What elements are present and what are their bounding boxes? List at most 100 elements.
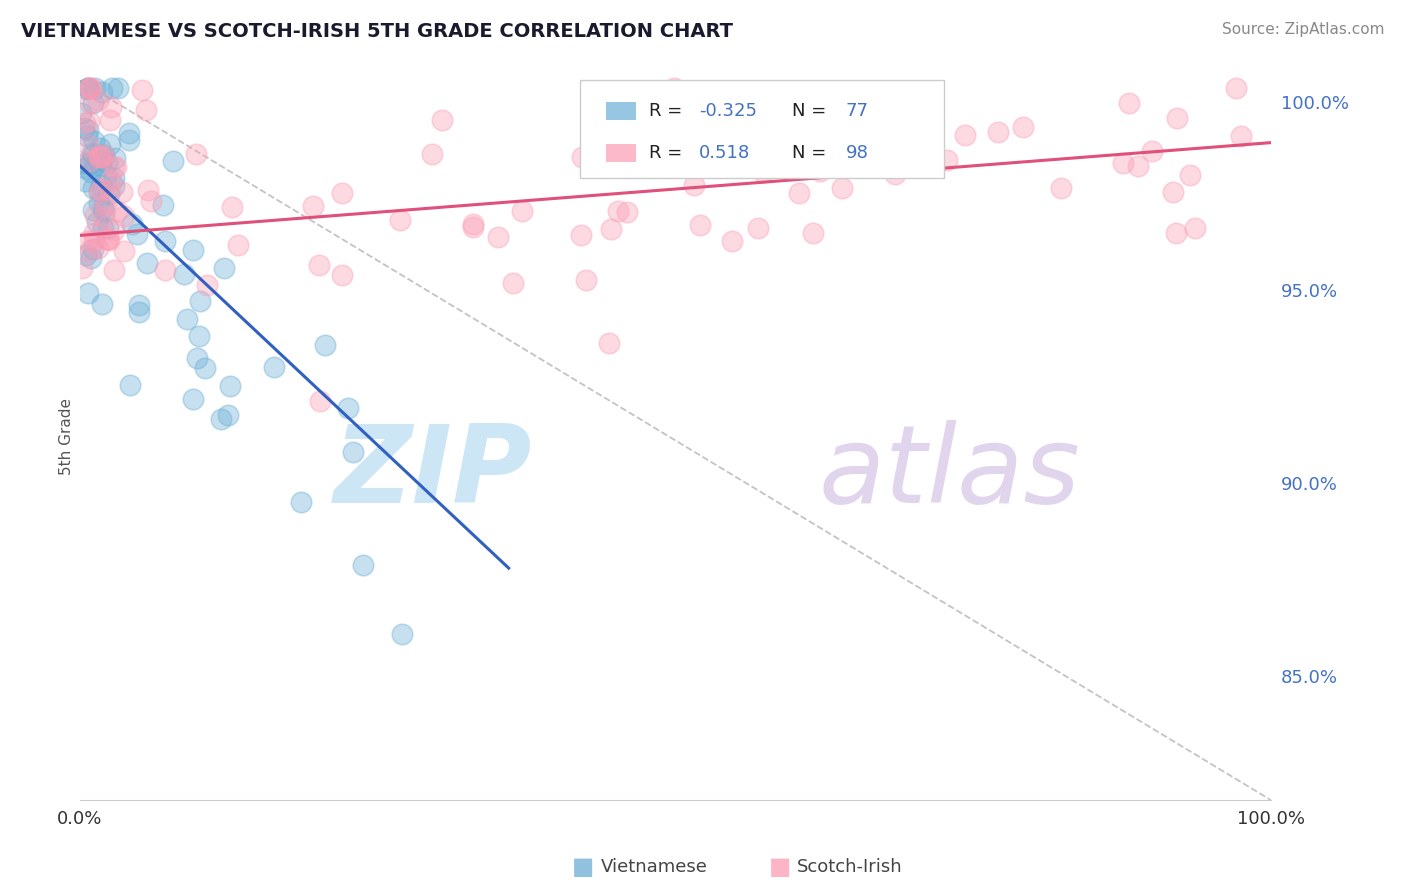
Point [1164,226,1187,240]
Point [79,95,101,110]
Point [987,125,1010,139]
Text: 0.518: 0.518 [699,144,751,161]
Point [89,186,111,201]
Point [575,273,598,287]
Point [82,242,104,256]
Point [664,81,686,95]
Point [96,155,118,169]
Point [1180,168,1202,182]
Point [83,134,105,148]
Point [87,241,110,255]
Point [97,232,120,246]
Point [128,298,150,312]
Point [76,128,98,143]
Point [118,127,141,141]
Point [194,360,217,375]
Point [87,150,110,164]
Point [314,338,336,352]
Point [1140,144,1163,158]
Point [96,197,118,211]
Point [330,186,353,200]
Point [209,412,232,426]
Point [82,147,104,161]
Point [1184,221,1206,235]
Point [103,160,125,174]
Point [831,180,853,194]
Point [103,222,125,236]
Point [217,409,239,423]
Point [77,137,100,152]
Point [73,161,96,176]
Point [112,209,135,223]
Point [571,150,593,164]
Text: Vietnamese: Vietnamese [600,858,707,876]
Point [689,218,711,232]
Point [77,153,100,168]
Point [80,81,103,95]
Point [128,305,150,319]
Point [100,173,122,187]
Point [83,233,105,247]
Point [90,85,112,99]
FancyBboxPatch shape [606,102,636,120]
Point [935,153,957,167]
Point [121,218,143,232]
Point [430,112,453,127]
Point [131,83,153,97]
Point [721,234,744,248]
Point [510,204,533,219]
Point [82,96,104,111]
Point [219,379,242,393]
Point [77,81,100,95]
Point [152,198,174,212]
Point [76,286,98,301]
Text: 77: 77 [846,102,869,120]
Point [103,263,125,277]
Point [190,294,212,309]
Point [98,113,121,128]
Point [181,392,204,406]
Point [420,147,443,161]
Point [104,160,127,174]
Point [607,204,630,219]
Point [263,359,285,374]
Point [98,137,121,152]
Point [120,377,142,392]
Point [77,81,100,95]
FancyBboxPatch shape [581,80,943,178]
Point [502,276,524,290]
Point [91,297,114,311]
Point [91,201,114,215]
Point [226,238,249,252]
Point [135,103,157,117]
Point [91,221,114,235]
Point [186,146,208,161]
Point [162,154,184,169]
Point [97,221,120,235]
Point [94,168,117,182]
Point [683,178,706,193]
Point [89,141,111,155]
Point [75,248,97,262]
Point [97,233,120,247]
Point [93,203,115,218]
Point [1166,112,1188,126]
Point [103,178,125,193]
Point [136,255,159,269]
Point [86,215,108,229]
Y-axis label: 5th Grade: 5th Grade [59,398,75,475]
Point [112,244,135,259]
Point [155,262,177,277]
Point [73,156,96,170]
Point [91,152,114,166]
Text: ZIP: ZIP [335,420,533,526]
Point [100,81,122,95]
Point [186,351,208,366]
Point [75,116,97,130]
Point [90,178,112,192]
Point [93,148,115,162]
Point [176,312,198,326]
Point [82,146,104,161]
Point [79,156,101,170]
Text: Source: ZipAtlas.com: Source: ZipAtlas.com [1222,22,1385,37]
